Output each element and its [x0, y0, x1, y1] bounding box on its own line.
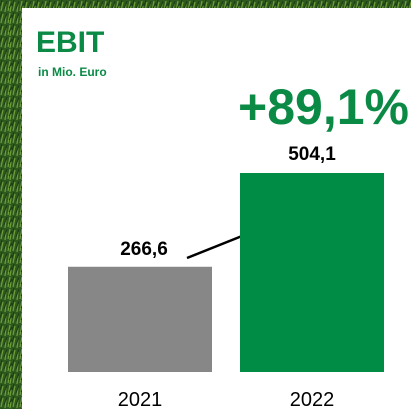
bar	[68, 266, 212, 372]
x-tick-label: 2022	[290, 389, 335, 409]
chart-title: EBIT	[36, 26, 104, 59]
growth-annotation: +89,1%	[238, 79, 409, 135]
bar	[240, 173, 384, 372]
x-tick-label: 2021	[118, 389, 163, 409]
value-label: 504,1	[288, 144, 336, 165]
chart-subtitle: in Mio. Euro	[38, 65, 107, 79]
value-label: 266,6	[120, 239, 168, 260]
